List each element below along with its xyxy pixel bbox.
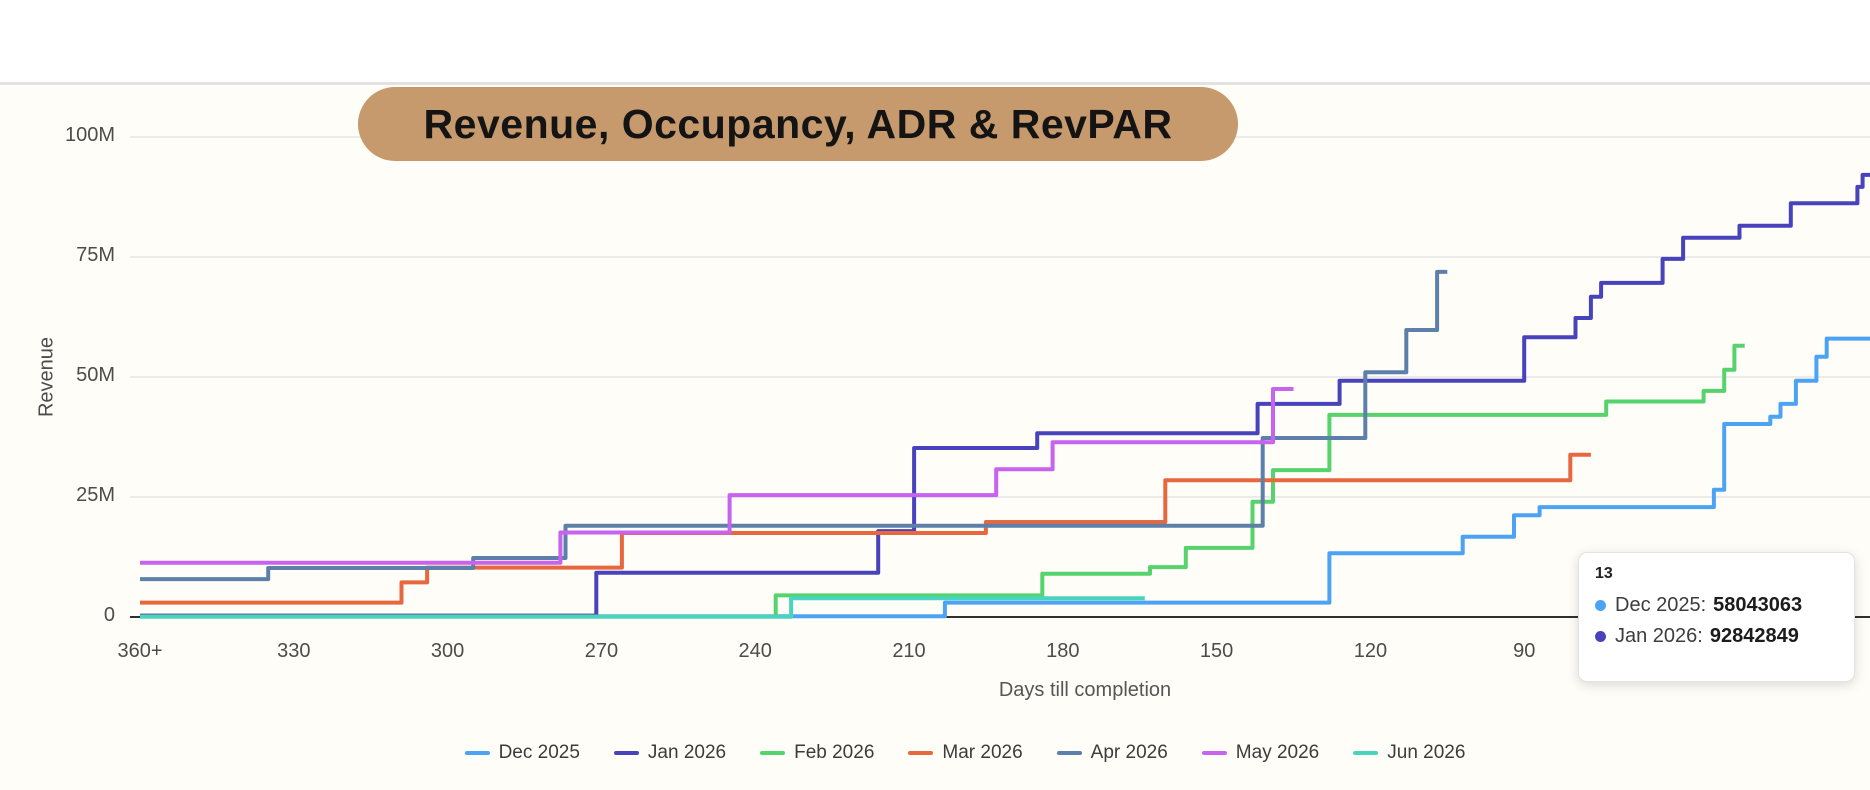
legend-item-apr-2026[interactable]: Apr 2026 <box>1056 742 1168 764</box>
series-line-feb-2026 <box>140 343 1745 619</box>
x-tick-label: 90 <box>1513 640 1536 662</box>
legend-label: Jun 2026 <box>1387 742 1466 763</box>
x-tick-label: 180 <box>1046 640 1080 662</box>
tooltip-category: 13 <box>1595 565 1613 582</box>
legend-item-jan-2026[interactable]: Jan 2026 <box>613 742 727 764</box>
top-divider <box>0 82 1870 85</box>
legend-swatch <box>1353 751 1379 755</box>
x-tick-label: 300 <box>430 640 465 662</box>
chart-legend: Dec 2025 Jan 2026 Feb 2026 Mar 2026 Apr 2026… <box>30 742 1870 764</box>
series-line-jan-2026 <box>140 172 1870 618</box>
tooltip-series-label: Dec 2025: <box>1615 594 1707 616</box>
y-tick-label: 25M <box>76 484 115 506</box>
x-tick-label: 210 <box>892 640 926 662</box>
legend-label: Apr 2026 <box>1090 742 1168 763</box>
x-tick-label: 330 <box>277 640 311 662</box>
legend-label: Dec 2025 <box>498 742 580 763</box>
legend-item-jun-2026[interactable]: Jun 2026 <box>1353 742 1465 764</box>
chart-title-pill: Revenue, Occupancy, ADR & RevPAR <box>358 87 1238 161</box>
tooltip-row-dec-2025: Dec 2025: 58043063 <box>1595 590 1838 621</box>
legend-item-dec-2025[interactable]: Dec 2025 <box>464 742 580 764</box>
series-line-mar-2026 <box>140 452 1591 605</box>
y-tick-label: 100M <box>64 124 115 146</box>
tooltip-series-value: 92842849 <box>1709 625 1799 647</box>
legend-item-mar-2026[interactable]: Mar 2026 <box>908 742 1023 764</box>
y-tick-label: 50M <box>76 364 115 386</box>
series-line-may-2026 <box>140 387 1294 565</box>
chart-title: Revenue, Occupancy, ADR & RevPAR <box>423 100 1173 147</box>
x-tick-label: 120 <box>1353 640 1388 662</box>
legend-swatch <box>1056 751 1082 755</box>
legend-item-may-2026[interactable]: May 2026 <box>1201 742 1320 764</box>
x-tick-label: 360+ <box>117 640 163 662</box>
chart-tooltip: 13 Dec 2025: 58043063 Jan 2026: 92842849 <box>1578 552 1855 682</box>
y-tick-label: 75M <box>76 244 115 266</box>
legend-swatch <box>760 751 786 755</box>
x-tick-label: 150 <box>1199 640 1234 662</box>
chart-background <box>0 84 1870 790</box>
x-axis-title: Days till completion <box>998 679 1172 701</box>
legend-label: Jan 2026 <box>647 742 727 763</box>
x-tick-label: 240 <box>738 640 772 662</box>
legend-item-feb-2026[interactable]: Feb 2026 <box>760 742 874 764</box>
legend-swatch <box>464 751 490 755</box>
legend-label: Feb 2026 <box>794 742 875 763</box>
series-line-jun-2026 <box>140 596 1145 619</box>
tooltip-series-value: 58043063 <box>1713 594 1803 616</box>
legend-label: May 2026 <box>1235 742 1320 763</box>
legend-swatch <box>908 751 934 755</box>
series-dot-jan-2026 <box>1595 631 1606 642</box>
legend-swatch <box>613 751 639 755</box>
legend-label: Mar 2026 <box>942 742 1023 763</box>
series-dot-dec-2025 <box>1595 600 1606 611</box>
tooltip-series-label: Jan 2026: <box>1615 625 1703 647</box>
x-tick-label: 270 <box>584 640 619 662</box>
y-tick-label: 0 <box>103 604 115 626</box>
tooltip-row-jan-2026: Jan 2026: 92842849 <box>1595 621 1838 652</box>
series-line-dec-2025 <box>140 336 1870 619</box>
series-line-apr-2026 <box>140 269 1448 582</box>
legend-swatch <box>1201 751 1227 755</box>
